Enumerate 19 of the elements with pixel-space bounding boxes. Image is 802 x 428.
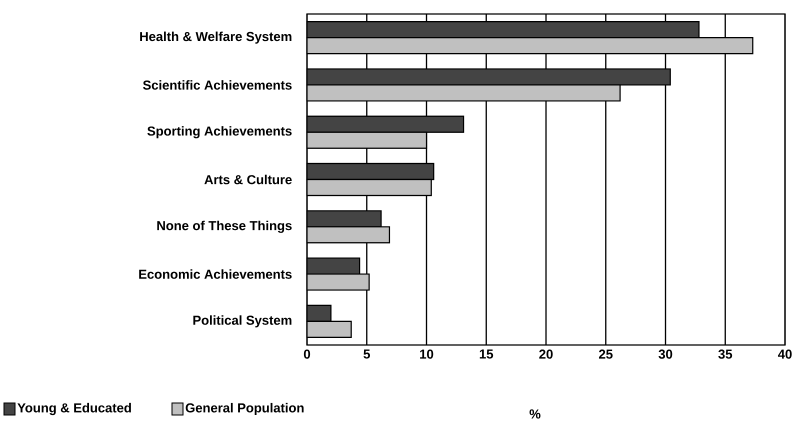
x-tick-label: 10	[420, 350, 434, 359]
x-tick-label: 25	[598, 350, 613, 359]
y-tick-label: Economic Achievements	[139, 269, 292, 279]
y-tick-label: Scientific Achievements	[143, 80, 292, 90]
x-tick-label: 5	[364, 350, 370, 359]
y-tick-label: Sporting Achievements	[147, 126, 292, 138]
legend-label: General Population	[186, 402, 304, 416]
legend-label: Young & Educated	[17, 402, 131, 416]
x-tick-label: 30	[658, 350, 672, 359]
y-tick-label: Health & Welfare System	[140, 32, 292, 44]
x-tick-label: 35	[718, 350, 732, 359]
y-tick-label: Political System	[193, 315, 292, 328]
x-tick-label: 40	[778, 350, 792, 359]
x-tick-label: 15	[480, 350, 494, 359]
x-axis-title: %	[530, 409, 540, 419]
x-tick-label: 20	[539, 350, 553, 359]
y-tick-label: None of These Things	[157, 220, 292, 233]
x-tick-label: 0	[304, 350, 310, 359]
y-tick-label: Arts & Culture	[204, 174, 292, 184]
